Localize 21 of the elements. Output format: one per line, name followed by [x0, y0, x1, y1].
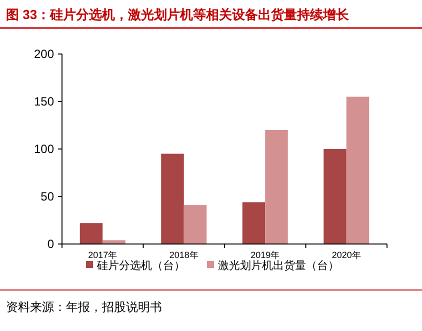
- legend-label: 硅片分选机（台）: [96, 259, 185, 272]
- bar: [265, 130, 288, 244]
- bar: [80, 223, 103, 244]
- x-tick-label: 2017年: [88, 250, 118, 260]
- y-tick-label: 200: [34, 47, 54, 61]
- x-tick-label: 2018年: [169, 250, 198, 260]
- y-tick-label: 100: [34, 142, 54, 156]
- bar: [102, 240, 126, 244]
- x-tick-label: 2019年: [250, 250, 280, 260]
- text: 资料来源：年报，招股说明书: [6, 300, 162, 314]
- bar: [324, 149, 346, 244]
- y-tick-label: 150: [34, 94, 54, 108]
- chart-title: 图 33：硅片分选机，激光划片机等相关设备出货量持续增长: [6, 7, 350, 22]
- y-tick-label: 50: [40, 190, 54, 204]
- bar: [184, 205, 207, 244]
- y-tick-label: 0: [47, 237, 54, 251]
- bar: [346, 96, 370, 244]
- bar: [242, 202, 266, 244]
- x-tick-label: 2020年: [332, 250, 361, 260]
- legend-label: 激光划片机出货量（台）: [218, 259, 339, 272]
- bar: [161, 154, 184, 244]
